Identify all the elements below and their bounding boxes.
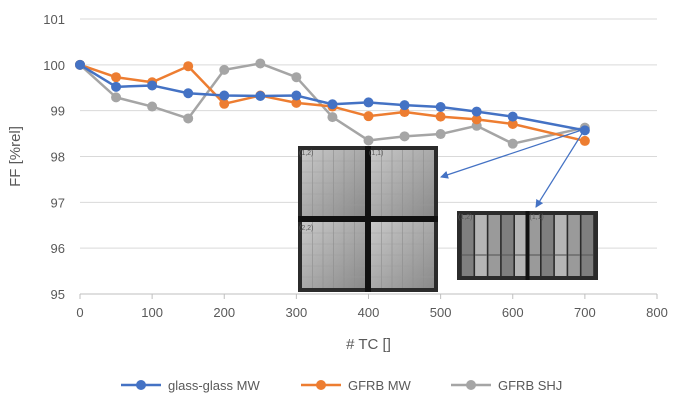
- inset-module-glass: (1,2) (1,1) (2,2): [298, 146, 438, 292]
- data-point: [291, 97, 302, 108]
- data-point: [507, 118, 518, 129]
- data-point: [255, 58, 266, 69]
- data-point: [219, 64, 230, 75]
- inset-cell-column: [515, 215, 527, 276]
- series-line: [79, 62, 586, 145]
- inset-label: (1,1): [530, 214, 544, 221]
- x-tick-label: 200: [213, 305, 235, 320]
- legend-label: GFRB MW: [348, 378, 412, 393]
- data-point: [147, 101, 158, 112]
- annotation-arrow: [535, 128, 586, 208]
- inset-cell-column: [501, 215, 514, 276]
- data-point: [363, 97, 374, 108]
- legend-marker: [316, 380, 326, 390]
- data-point: [435, 102, 446, 112]
- inset-cell-column: [568, 215, 580, 276]
- x-tick-label: 300: [286, 305, 308, 320]
- data-point: [471, 114, 482, 125]
- data-point: [219, 98, 230, 109]
- data-point: [435, 129, 446, 140]
- data-point: [219, 90, 230, 101]
- inset-divider-horizontal: [298, 216, 438, 222]
- y-tick-label: 96: [51, 241, 65, 256]
- x-tick-label: 800: [646, 305, 668, 320]
- data-point: [471, 106, 482, 117]
- insets: (1,2) (1,1) (2,2) (1,2) (1,1): [298, 128, 598, 292]
- data-point: [507, 111, 518, 122]
- data-point: [111, 81, 122, 92]
- data-point: [399, 100, 410, 111]
- legend-label: GFRB SHJ: [498, 378, 562, 393]
- x-tick-label: 700: [574, 305, 596, 320]
- inset-cell-column: [581, 215, 594, 276]
- legend-marker: [466, 380, 476, 390]
- inset-module-shj: (1,2) (1,1): [457, 211, 598, 280]
- y-tick-label: 100: [43, 58, 65, 73]
- data-point: [183, 61, 194, 72]
- data-point: [435, 111, 446, 122]
- data-point: [363, 135, 374, 146]
- x-tick-label: 0: [76, 305, 83, 320]
- data-point: [291, 72, 302, 83]
- inset-divider-vertical: [525, 211, 530, 280]
- data-point: [75, 59, 85, 70]
- data-point: [399, 131, 410, 142]
- inset-cell-column: [461, 215, 474, 276]
- data-point: [579, 135, 590, 146]
- legend-label: glass-glass MW: [168, 378, 260, 393]
- series-line: [79, 63, 586, 132]
- y-tick-label: 97: [51, 195, 65, 210]
- x-tick-label: 400: [358, 305, 380, 320]
- x-tick-label: 600: [502, 305, 524, 320]
- inset-cell-column: [528, 215, 540, 276]
- inset-label: (2,2): [299, 225, 313, 232]
- legend: glass-glass MW GFRB MW GFRB SHJ: [121, 378, 562, 393]
- x-tick-label: 500: [430, 305, 452, 320]
- inset-label: (1,2): [458, 214, 472, 221]
- inset-cell-column: [488, 215, 501, 276]
- inset-label: (1,2): [299, 150, 313, 157]
- data-point: [291, 90, 302, 101]
- data-point: [183, 113, 194, 124]
- data-point: [183, 88, 194, 99]
- data-point: [399, 107, 410, 118]
- data-point: [111, 92, 122, 103]
- data-point: [111, 72, 122, 83]
- inset-cell-column: [475, 215, 487, 276]
- data-point: [147, 80, 158, 91]
- series-line: [79, 63, 586, 143]
- x-axis-title: # TC []: [346, 336, 391, 353]
- axes: 95 96 97 98 99 100 101 0 100 200 300 400 500 600 700 80…: [7, 12, 668, 353]
- inset-label: (1,1): [369, 150, 383, 157]
- data-point: [255, 91, 266, 101]
- y-tick-label: 95: [51, 287, 65, 302]
- inset-cell-column: [541, 215, 554, 276]
- legend-marker: [136, 380, 146, 390]
- data-point: [327, 99, 338, 110]
- data-point: [327, 112, 338, 123]
- inset-cell-column: [554, 215, 567, 276]
- data-point: [363, 111, 374, 122]
- data-point: [507, 138, 518, 149]
- data-series: [75, 58, 590, 149]
- y-axis-title: FF [%rel]: [7, 126, 24, 187]
- x-tick-label: 100: [141, 305, 163, 320]
- y-tick-label: 101: [43, 12, 65, 27]
- annotation-arrow: [440, 128, 586, 179]
- y-tick-label: 99: [51, 104, 65, 119]
- y-tick-label: 98: [51, 150, 65, 165]
